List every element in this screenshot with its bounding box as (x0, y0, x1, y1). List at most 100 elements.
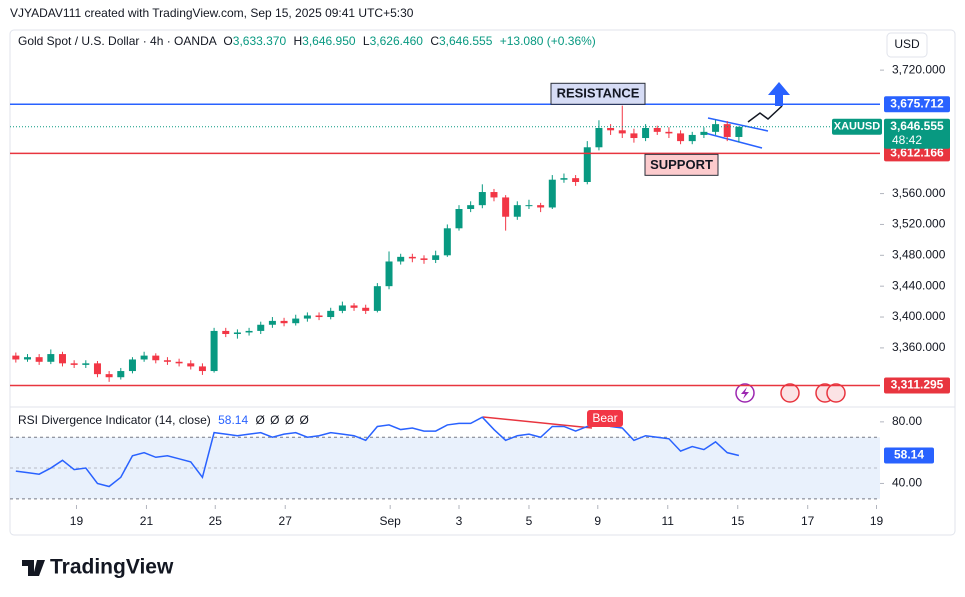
candle-body (187, 363, 195, 367)
candle-body (292, 318, 300, 324)
x-tick-label: 27 (279, 514, 293, 528)
candle-body (233, 332, 241, 335)
candle-body (583, 147, 591, 183)
candle-body (257, 324, 265, 331)
candle-body (443, 228, 451, 256)
y-tick-label: 3,560.000 (892, 186, 946, 200)
na: Ø (255, 413, 264, 427)
candle-body (432, 255, 440, 260)
x-tick-label: 3 (456, 514, 463, 528)
candle-body (280, 320, 288, 324)
na: Ø (285, 413, 294, 427)
channel-line (707, 117, 769, 132)
legend-key: O (223, 34, 232, 48)
credit: VJYADAV111 created with TradingView.com,… (10, 6, 414, 20)
candle-body (420, 258, 428, 260)
candle-body (467, 205, 475, 210)
candle-body (175, 361, 183, 364)
candle-body (210, 330, 218, 372)
x-tick-label: 15 (731, 514, 745, 528)
candle-body (222, 330, 230, 335)
candle-body (70, 363, 78, 365)
candle-body (677, 133, 685, 142)
last-price-bg (884, 118, 950, 149)
candle-body (245, 330, 253, 333)
candle-body (607, 127, 615, 131)
y-tick-label: 3,360.000 (892, 340, 946, 354)
x-tick-label: 25 (209, 514, 223, 528)
candle-body (408, 256, 416, 259)
annotation: Bear (592, 411, 617, 425)
candle-body (58, 354, 66, 364)
level-label: 3,675.712 (890, 96, 944, 110)
candle-body (105, 374, 113, 378)
na: Ø (270, 413, 279, 427)
chart-frame (9, 29, 956, 536)
rsi-value: 58.14 (218, 413, 248, 427)
rsi-line (15, 416, 740, 488)
annotation-box (644, 153, 719, 176)
legend: Gold Spot / U.S. Dollar · 4h · OANDA O3,… (18, 34, 596, 48)
divergence-line (482, 416, 593, 429)
y-tick-label: 3,720.000 (892, 62, 946, 76)
candle-body (642, 127, 650, 139)
x-tick-label: 17 (801, 514, 815, 528)
logo-mark (22, 560, 45, 576)
level-label: 3,612.166 (890, 146, 944, 160)
candle-body (327, 310, 335, 318)
x-tick-label: 5 (526, 514, 533, 528)
candle-body (385, 261, 393, 287)
level-label-bg (884, 145, 950, 162)
change: +13.080 (+0.36%) (500, 34, 596, 48)
x-tick-label: Sep (380, 514, 402, 528)
rsi-label: 58.14 (894, 448, 924, 462)
candle-body (362, 307, 370, 311)
annotation: SUPPORT (650, 157, 713, 172)
currency[interactable]: USD (894, 37, 920, 51)
x-tick-label: 19 (70, 514, 84, 528)
x-tick-label: 9 (594, 514, 601, 528)
rsi-legend: RSI Divergence Indicator (14, close) 58.… (18, 413, 309, 427)
candle-body (350, 305, 358, 308)
annotation: RESISTANCE (557, 86, 640, 101)
channel-line (704, 132, 763, 149)
candle-body (338, 305, 346, 311)
candle-body (373, 286, 381, 311)
legend-key: L (363, 34, 370, 48)
last-price: 3,646.555 (890, 119, 944, 133)
candle-body (128, 359, 136, 372)
candle-body (315, 315, 323, 318)
candle-body (397, 256, 405, 262)
x-tick-label: 19 (870, 514, 884, 528)
rsi-label-bg (884, 447, 934, 464)
legend-key: H (294, 34, 303, 48)
candle-body (560, 178, 568, 180)
x-tick-label: 21 (140, 514, 154, 528)
candle-body (198, 366, 206, 372)
legend-key: C (430, 34, 439, 48)
event-icon[interactable] (780, 383, 800, 403)
candle-body (82, 363, 90, 365)
level-label-bg (884, 96, 950, 113)
candle-body (572, 178, 580, 183)
y-tick-label: 3,400.000 (892, 309, 946, 323)
candle-body (712, 124, 720, 132)
arrow-stem (775, 94, 783, 106)
candle-body (303, 315, 311, 319)
event-icon-bolt (741, 387, 749, 399)
candle-body (548, 179, 556, 208)
y-tick-label: 3,480.000 (892, 247, 946, 261)
currency-button[interactable] (886, 32, 928, 58)
candle-body (47, 354, 55, 362)
candle-body (537, 205, 545, 208)
candle-body (618, 130, 626, 134)
candle-body (35, 357, 43, 362)
candle-body (723, 124, 731, 137)
y-tick-label: 3,440.000 (892, 278, 946, 292)
candle-body (268, 320, 276, 325)
candle-body (163, 360, 171, 362)
y-tick-label: 40.00 (892, 476, 922, 490)
event-icon[interactable] (826, 383, 846, 403)
legend-value: 3,626.460 (370, 34, 424, 48)
